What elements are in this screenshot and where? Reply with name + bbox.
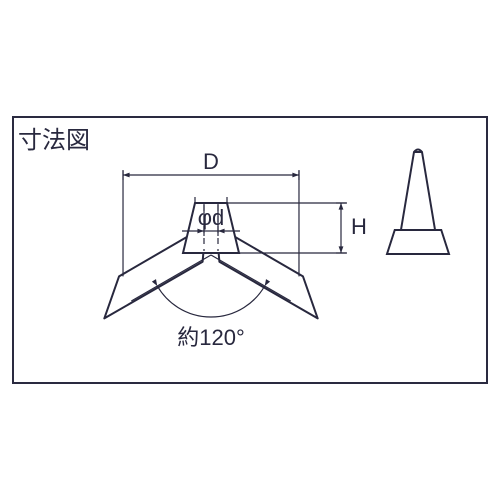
diagram-canvas: 寸法図 DφdH約120°: [0, 0, 500, 500]
side-view: [0, 0, 500, 500]
side-wing: [401, 152, 435, 230]
side-base: [387, 230, 449, 254]
